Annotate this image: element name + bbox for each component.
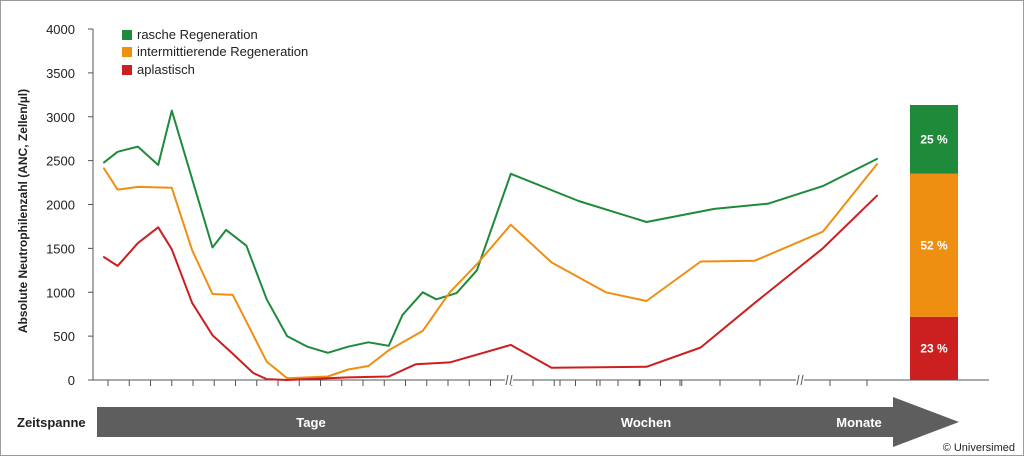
y-tick-label: 2000 bbox=[46, 198, 75, 213]
timeline-label: Zeitspanne bbox=[17, 415, 86, 430]
legend-label: aplastisch bbox=[137, 62, 195, 77]
legend-swatch-red bbox=[122, 65, 132, 75]
stacked-segment-2 bbox=[910, 105, 958, 174]
stacked-segment-label: 25 % bbox=[920, 132, 948, 146]
series-lines bbox=[103, 109, 878, 381]
timeline-segment-weeks: Wochen bbox=[621, 415, 671, 430]
series-line-0 bbox=[103, 109, 878, 354]
timeline-arrow bbox=[97, 397, 959, 447]
timeline: Zeitspanne Tage Wochen Monate bbox=[17, 397, 959, 447]
timeline-segment-months: Monate bbox=[836, 415, 882, 430]
legend-label: rasche Regeneration bbox=[137, 27, 258, 42]
copyright: © Universimed bbox=[943, 442, 1015, 454]
y-tick-label: 500 bbox=[53, 329, 75, 344]
series-line-2 bbox=[103, 194, 878, 381]
x-tick-group bbox=[107, 380, 868, 386]
stacked-segment-label: 23 % bbox=[920, 341, 948, 355]
legend-item: intermittierende Regeneration bbox=[122, 44, 308, 59]
stacked-segment-label: 52 % bbox=[920, 238, 948, 252]
y-tick-label: 1500 bbox=[46, 241, 75, 256]
axis-break-left bbox=[505, 374, 513, 386]
y-tick-label: 2500 bbox=[46, 154, 75, 169]
legend-item: aplastisch bbox=[122, 62, 195, 77]
series-line-1 bbox=[103, 163, 878, 380]
y-tick-group: 0 500 1000 1500 2000 2500 3000 3500 4000 bbox=[46, 22, 93, 388]
axis-break-right bbox=[796, 374, 804, 386]
stacked-percentage-bar: 23 % 52 % 25 % bbox=[910, 105, 958, 380]
legend: rasche Regeneration intermittierende Reg… bbox=[122, 27, 308, 77]
legend-swatch-orange bbox=[122, 47, 132, 57]
y-tick-label: 4000 bbox=[46, 22, 75, 37]
stacked-segment-0 bbox=[910, 316, 958, 380]
legend-swatch-green bbox=[122, 30, 132, 40]
y-tick-label: 0 bbox=[68, 373, 75, 388]
y-tick-label: 3500 bbox=[46, 66, 75, 81]
legend-item: rasche Regeneration bbox=[122, 27, 258, 42]
y-tick-label: 3000 bbox=[46, 110, 75, 125]
legend-label: intermittierende Regeneration bbox=[137, 44, 308, 59]
y-tick-label: 1000 bbox=[46, 285, 75, 300]
stacked-segment-1 bbox=[910, 173, 958, 317]
y-axis-label: Absolute Neutrophilenzahl (ANC, Zellen/µ… bbox=[16, 89, 30, 333]
timeline-segment-days: Tage bbox=[296, 415, 325, 430]
